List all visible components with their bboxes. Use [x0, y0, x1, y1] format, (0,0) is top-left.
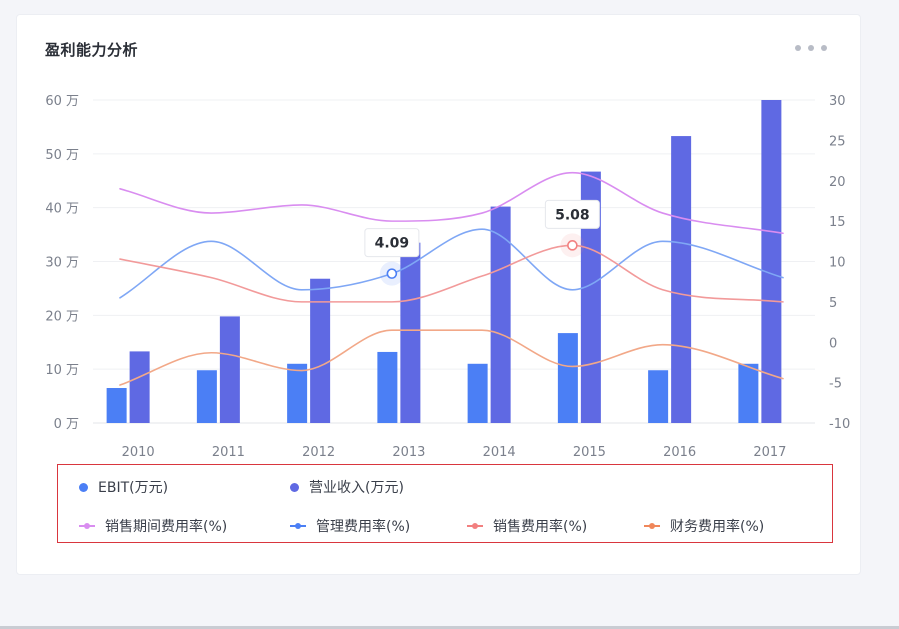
- x-tick-label: 2010: [122, 445, 155, 460]
- legend-label: 营业收入(万元): [309, 480, 404, 496]
- y-right-tick-label: 25: [829, 134, 846, 149]
- x-tick-label: 2013: [392, 445, 425, 460]
- y-right-tick-label: -10: [829, 417, 850, 432]
- y-right-tick-label: 20: [829, 175, 846, 190]
- bottom-divider: [0, 626, 899, 629]
- bar-revenue: [580, 171, 601, 423]
- bar-ebit: [467, 363, 488, 423]
- bar-revenue: [219, 316, 240, 423]
- y-left-tick-label: 50 万: [45, 148, 79, 163]
- bar-revenue: [310, 278, 331, 423]
- tooltip-box: [544, 199, 600, 229]
- legend-label: 销售期间费用率(%): [105, 519, 228, 535]
- profitability-card: 盈利能力分析: [16, 14, 861, 575]
- y-left-tick-label: 20 万: [45, 309, 79, 324]
- highlight-point: [567, 240, 578, 251]
- x-tick-label: 2014: [483, 445, 516, 460]
- legend-item[interactable]: 销售期间费用率(%): [79, 516, 227, 536]
- more-dot: [808, 45, 814, 51]
- y-right-tick-label: 5: [829, 296, 837, 311]
- bar-revenue: [400, 242, 421, 423]
- y-left-tick-label: 30 万: [45, 256, 79, 271]
- x-tick-label: 2017: [753, 445, 786, 460]
- y-right-tick-label: 0: [829, 336, 837, 351]
- legend-dot-icon: [79, 482, 88, 492]
- legend-item[interactable]: EBIT(万元): [79, 477, 168, 497]
- legend-line-icon: [79, 523, 95, 529]
- x-tick-label: 2012: [302, 445, 335, 460]
- bar-ebit: [196, 370, 217, 423]
- chart-legend: EBIT(万元) 营业收入(万元) 销售期间费用率(%) 管理费用率(%) 销售费用率(…: [57, 464, 833, 543]
- bar-revenue: [671, 136, 692, 423]
- card-title: 盈利能力分析: [45, 41, 139, 59]
- y-right-tick-label: 30: [829, 94, 846, 109]
- highlight-point: [386, 268, 398, 279]
- legend-label: 销售费用率(%): [493, 519, 588, 535]
- legend-line-icon: [290, 523, 306, 529]
- legend-item[interactable]: 营业收入(万元): [290, 477, 404, 497]
- tooltip-value: 5.08: [555, 207, 590, 223]
- more-icon[interactable]: [795, 43, 827, 53]
- more-dot: [821, 45, 827, 51]
- tooltip-box: [364, 228, 420, 258]
- tooltip-value: 4.09: [375, 236, 410, 252]
- bar-ebit: [377, 351, 398, 423]
- bar-revenue: [129, 351, 150, 423]
- bar-ebit: [648, 370, 669, 423]
- y-left-tick-label: 10 万: [45, 363, 79, 378]
- y-right-tick-label: 15: [829, 215, 846, 230]
- y-right-tick-label: -5: [829, 377, 842, 392]
- bar-ebit: [287, 363, 308, 423]
- line-finance-expense-rate: [119, 329, 784, 386]
- y-left-tick-label: 0 万: [54, 417, 79, 432]
- x-tick-label: 2016: [663, 445, 696, 460]
- bar-revenue: [490, 206, 511, 423]
- x-tick-label: 2011: [212, 445, 245, 460]
- y-left-tick-label: 60 万: [45, 94, 79, 109]
- bar-ebit: [738, 363, 759, 423]
- bar-ebit: [106, 388, 127, 423]
- legend-line-icon: [467, 523, 483, 529]
- line-sales-expense-rate: [119, 244, 784, 303]
- legend-label: 管理费用率(%): [316, 519, 411, 535]
- legend-item[interactable]: 销售费用率(%): [467, 516, 587, 536]
- legend-label: 财务费用率(%): [670, 519, 765, 535]
- line-sales-period-expense-rate: [119, 171, 784, 235]
- legend-line-icon: [644, 523, 660, 529]
- legend-item[interactable]: 管理费用率(%): [290, 516, 410, 536]
- legend-item[interactable]: 财务费用率(%): [644, 516, 764, 536]
- y-left-tick-label: 40 万: [45, 202, 79, 217]
- bar-ebit: [557, 333, 578, 423]
- bar-revenue: [761, 100, 782, 423]
- more-dot: [795, 45, 801, 51]
- legend-label: EBIT(万元): [98, 480, 169, 496]
- y-right-tick-label: 10: [829, 256, 846, 271]
- legend-dot-icon: [290, 482, 299, 492]
- line-admin-expense-rate: [119, 228, 784, 299]
- x-tick-label: 2015: [573, 445, 606, 460]
